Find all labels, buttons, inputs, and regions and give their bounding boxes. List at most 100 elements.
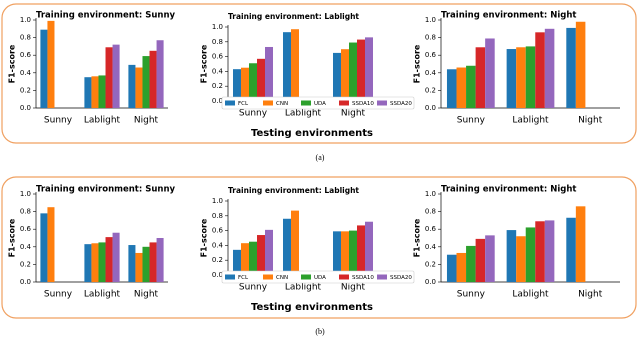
y-tick-label: 0.4 bbox=[20, 243, 32, 251]
y-tick-label: 0.6 bbox=[20, 51, 32, 59]
y-tick-label: 0.6 bbox=[212, 53, 224, 61]
x-tick-label: Lablight bbox=[512, 116, 549, 126]
x-axis-label: Testing environments bbox=[251, 302, 373, 313]
legend-label: UDA bbox=[314, 275, 326, 281]
y-tick-label: 1.0 bbox=[425, 16, 436, 24]
bar bbox=[91, 76, 99, 108]
legend-label: UDA bbox=[314, 101, 326, 107]
legend-swatch bbox=[301, 100, 311, 106]
x-tick-label: Lablight bbox=[512, 290, 549, 300]
caption: (b) bbox=[315, 327, 325, 336]
legend-swatch bbox=[301, 274, 311, 280]
bar bbox=[241, 67, 249, 101]
bar bbox=[249, 241, 257, 275]
x-tick-label: Sunny bbox=[239, 109, 268, 119]
bar bbox=[112, 232, 120, 282]
legend-swatch bbox=[225, 274, 235, 280]
bar bbox=[265, 229, 273, 275]
bar bbox=[149, 242, 157, 282]
bar bbox=[40, 213, 48, 282]
y-tick-label: 0.2 bbox=[212, 256, 223, 264]
y-tick-label: 0.6 bbox=[212, 227, 224, 235]
bar bbox=[105, 47, 113, 108]
bar bbox=[128, 64, 136, 108]
bar bbox=[40, 29, 48, 108]
bar bbox=[128, 245, 136, 282]
legend-swatch bbox=[377, 274, 387, 280]
bar bbox=[156, 238, 164, 282]
legend-swatch bbox=[339, 100, 349, 106]
bar bbox=[535, 221, 545, 282]
bar bbox=[544, 28, 555, 108]
bar bbox=[506, 230, 517, 282]
x-tick-label: Night bbox=[134, 116, 159, 126]
bar bbox=[135, 252, 143, 282]
x-tick-label: Night bbox=[578, 290, 603, 300]
x-tick-label: Night bbox=[134, 290, 159, 300]
bar bbox=[575, 21, 586, 108]
chart-title: Training environment: Night bbox=[441, 185, 576, 195]
y-tick-label: 0.4 bbox=[212, 67, 224, 75]
y-tick-label: 0.6 bbox=[425, 225, 437, 233]
y-tick-label: 0.4 bbox=[425, 69, 437, 77]
legend-swatch bbox=[225, 100, 235, 106]
x-tick-label: Lablight bbox=[285, 283, 322, 293]
y-tick-label: 0.8 bbox=[425, 34, 436, 42]
chart-title: Training environment: Sunny bbox=[36, 11, 175, 21]
x-tick-label: Sunny bbox=[457, 116, 486, 126]
bar bbox=[566, 217, 576, 282]
legend-label: SSDA20 bbox=[390, 275, 412, 281]
bar bbox=[466, 245, 476, 282]
bar bbox=[84, 77, 92, 108]
y-tick-label: 1.0 bbox=[425, 190, 436, 198]
bar bbox=[516, 47, 526, 108]
chart-title: Training environment: Lablight bbox=[228, 186, 359, 195]
bar bbox=[525, 46, 536, 108]
bar bbox=[142, 246, 150, 282]
y-tick-label: 0.6 bbox=[425, 51, 437, 59]
legend-swatch bbox=[377, 100, 387, 106]
bar bbox=[98, 75, 106, 108]
bar bbox=[506, 49, 517, 108]
y-tick-label: 0.2 bbox=[425, 260, 436, 268]
bar bbox=[241, 243, 249, 275]
bar bbox=[47, 207, 55, 282]
chart-title: Training environment: Night bbox=[441, 11, 576, 21]
bar bbox=[365, 37, 373, 101]
bar bbox=[135, 67, 143, 108]
bar bbox=[516, 236, 526, 282]
y-tick-label: 0.0 bbox=[212, 271, 223, 279]
y-tick-label: 0.8 bbox=[212, 212, 223, 220]
y-tick-label: 1.0 bbox=[212, 197, 223, 205]
bar bbox=[257, 235, 265, 275]
bar bbox=[341, 231, 349, 275]
x-tick-label: Night bbox=[578, 116, 603, 126]
x-tick-label: Lablight bbox=[84, 116, 121, 126]
legend-label: CNN bbox=[276, 101, 288, 107]
bar bbox=[98, 242, 106, 282]
y-tick-label: 1.0 bbox=[20, 16, 31, 24]
legend-label: SSDA10 bbox=[352, 101, 374, 107]
legend-label: FCL bbox=[238, 275, 249, 281]
bar bbox=[91, 243, 99, 282]
bar bbox=[333, 231, 341, 275]
y-tick-label: 0.2 bbox=[20, 260, 31, 268]
bar bbox=[535, 32, 545, 108]
bar bbox=[566, 27, 576, 109]
legend-swatch bbox=[263, 100, 273, 106]
x-axis-label: Testing environments bbox=[251, 128, 373, 139]
bar bbox=[485, 235, 495, 282]
y-tick-label: 0.0 bbox=[425, 278, 436, 286]
y-tick-label: 1.0 bbox=[20, 190, 31, 198]
y-tick-label: 1.0 bbox=[212, 23, 223, 31]
bar bbox=[105, 237, 113, 282]
y-tick-label: 0.4 bbox=[212, 241, 224, 249]
x-tick-label: Lablight bbox=[84, 290, 121, 300]
y-tick-label: 0.4 bbox=[425, 243, 437, 251]
bar bbox=[249, 63, 257, 101]
legend-label: SSDA10 bbox=[352, 275, 374, 281]
bar bbox=[357, 39, 365, 101]
y-tick-label: 0.2 bbox=[20, 86, 31, 94]
y-tick-label: 0.0 bbox=[212, 97, 223, 105]
